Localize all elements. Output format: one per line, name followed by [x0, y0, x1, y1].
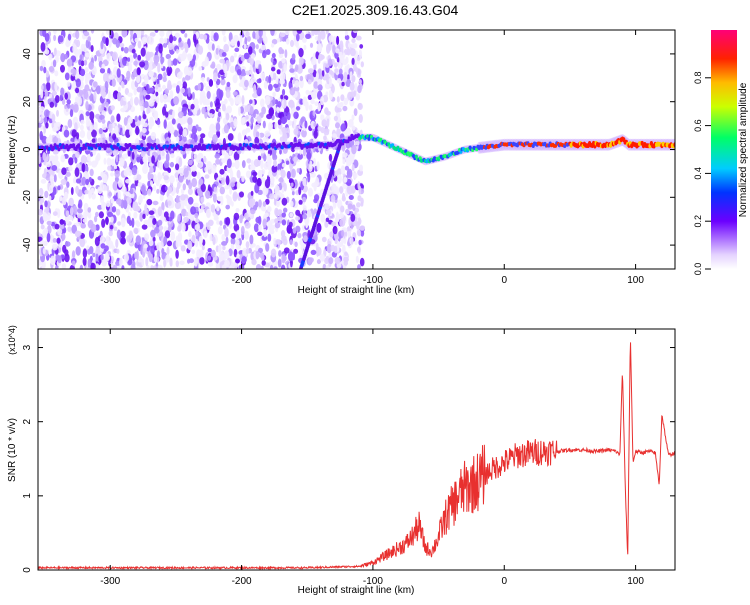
- y-tick-label: -40: [22, 237, 33, 252]
- colorbar-tick-label: 0.0: [693, 263, 703, 276]
- y-tick-label: 1: [22, 493, 33, 499]
- spectrogram-marks: [38, 30, 675, 269]
- y-tick-label: 40: [22, 48, 33, 60]
- snr-frame: [37, 328, 676, 571]
- x-tick-label: 0: [501, 576, 507, 587]
- colorbar-tick-label: 0.4: [693, 167, 703, 180]
- y-tick-label: 20: [22, 96, 33, 108]
- y-tick-label: 0: [22, 146, 33, 152]
- x-tick-label: -300: [100, 576, 120, 587]
- snr-ticks: -300 -200 -100 0 100 0 1 2 3: [22, 329, 675, 587]
- y-tick-label: 2: [22, 418, 33, 424]
- tone-track-core: [38, 133, 675, 164]
- x-tick-label: -300: [100, 275, 120, 286]
- colorbar-gradient: [711, 30, 737, 269]
- x-tick-label: -200: [232, 275, 252, 286]
- colorbar-tick-label: 0.2: [693, 215, 703, 228]
- colorbar-tick-label: 0.8: [693, 72, 703, 85]
- diagonal-streak: [298, 142, 342, 269]
- x-tick-label: 0: [501, 275, 507, 286]
- noise-speckle: [38, 30, 366, 269]
- spectrogram-xlabel: Height of straight line (km): [298, 285, 415, 296]
- spectrogram-ylabel: Frequency (Hz): [7, 116, 18, 185]
- colorbar-tick-label: 0.6: [693, 119, 703, 132]
- snr-xlabel: Height of straight line (km): [298, 585, 415, 596]
- x-tick-label: 100: [627, 576, 644, 587]
- x-tick-label: -100: [363, 275, 383, 286]
- y-tick-label: 3: [22, 344, 33, 350]
- snr-line: [38, 342, 675, 570]
- snr-ylabel: SNR (10 * v/v): [7, 418, 18, 482]
- x-tick-label: -200: [232, 576, 252, 587]
- y-tick-label: -20: [22, 190, 33, 205]
- colorbar-label: Normalized spectral amplitude: [738, 82, 749, 217]
- chart-title: C2E1.2025.309.16.43.G04: [292, 2, 459, 18]
- x-tick-label: 100: [627, 275, 644, 286]
- y-tick-label: 0: [22, 567, 33, 573]
- snr-marks: [38, 342, 675, 570]
- snr-panel: -300 -200 -100 0 100 0 1 2 3 Height of straight …: [7, 325, 676, 596]
- colorbar-ticks: 0.0 0.2 0.4 0.6 0.8: [693, 72, 711, 276]
- colorbar: 0.0 0.2 0.4 0.6 0.8 Normalized spectral ampl…: [693, 30, 749, 275]
- snr-multiplier: (x10^4): [7, 325, 17, 355]
- x-tick-label: -100: [363, 576, 383, 587]
